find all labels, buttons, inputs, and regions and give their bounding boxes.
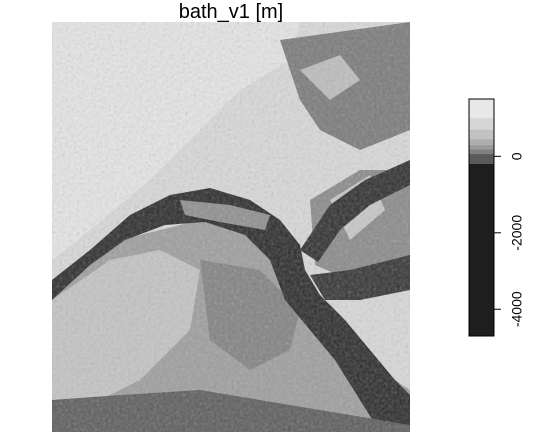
legend-tick-label: 0 bbox=[509, 152, 525, 160]
legend-band bbox=[469, 154, 494, 164]
legend-band bbox=[469, 129, 494, 140]
legend-band bbox=[469, 139, 494, 145]
raster-texture bbox=[52, 22, 410, 432]
legend-tick-label: -4000 bbox=[509, 291, 525, 327]
legend-band bbox=[469, 149, 494, 155]
legend-band bbox=[469, 163, 494, 336]
legend-ticks: 0 -2000 -4000 bbox=[494, 152, 525, 327]
map-title: bath_v1 [m] bbox=[178, 1, 284, 23]
legend-bands bbox=[469, 99, 494, 336]
legend-frame bbox=[468, 98, 495, 337]
legend-band bbox=[469, 99, 494, 119]
legend-band bbox=[469, 144, 494, 150]
legend-band bbox=[469, 118, 494, 130]
legend-tick-label: -2000 bbox=[509, 215, 525, 251]
